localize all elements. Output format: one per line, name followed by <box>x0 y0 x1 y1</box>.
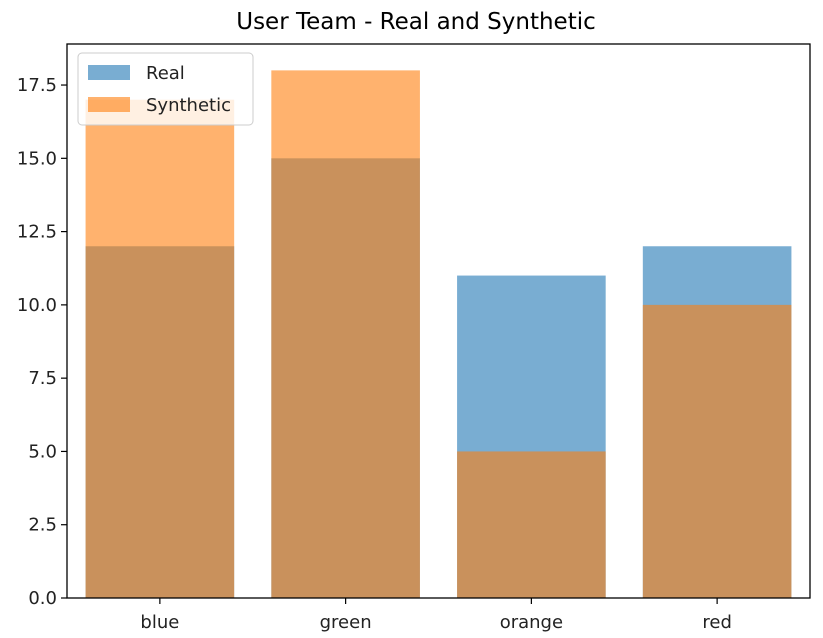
y-tick-label: 0.0 <box>28 588 57 609</box>
legend-label-real: Real <box>146 63 185 84</box>
legend-swatch-synthetic <box>88 97 130 112</box>
x-tick-label: green <box>320 612 372 633</box>
x-tick-label: red <box>702 612 732 633</box>
y-axis: 0.0 2.5 5.0 7.5 10.0 12.5 15.0 17.5 <box>17 75 67 609</box>
plot-frame <box>66 43 811 599</box>
y-tick-label: 7.5 <box>28 368 57 389</box>
y-tick-label: 5.0 <box>28 441 57 462</box>
x-tick-label: blue <box>140 612 179 633</box>
y-tick-label: 10.0 <box>17 295 57 316</box>
legend: Real Synthetic <box>77 52 254 126</box>
bar-synthetic-blue <box>85 99 235 599</box>
x-axis: blue green orange red <box>140 598 732 633</box>
y-tick-label: 12.5 <box>17 222 57 243</box>
y-tick-label: 15.0 <box>17 148 57 169</box>
y-tick-label: 17.5 <box>17 75 57 96</box>
legend-label-synthetic: Synthetic <box>146 95 231 116</box>
bars-layer <box>85 70 792 599</box>
bar-synthetic-green <box>271 70 420 598</box>
bar-synthetic-orange <box>457 451 606 598</box>
legend-swatch-real <box>88 65 130 80</box>
x-tick-label: orange <box>500 612 563 633</box>
y-tick-label: 2.5 <box>28 515 57 536</box>
bar-synthetic-red <box>642 304 792 598</box>
chart-title: User Team - Real and Synthetic <box>236 9 596 35</box>
